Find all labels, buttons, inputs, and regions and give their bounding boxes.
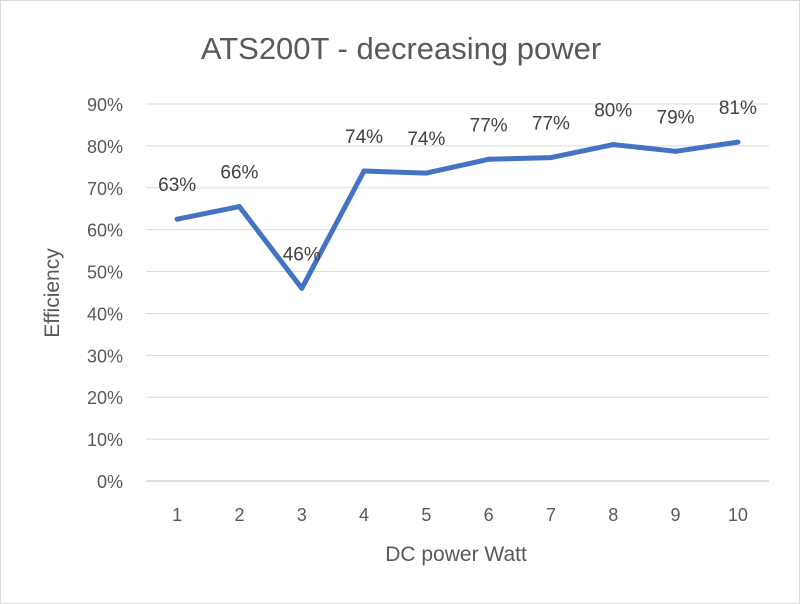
data-labels: 63% 66% 46% 74% 74% 77% 77% 80% 79% 81%: [158, 98, 757, 265]
x-tick-label: 2: [234, 505, 244, 525]
data-point: [610, 142, 616, 148]
data-point: [548, 155, 554, 161]
y-tick-label: 10%: [87, 430, 123, 450]
gridlines: [146, 103, 769, 482]
data-label: 80%: [594, 101, 632, 122]
data-point: [174, 216, 180, 222]
y-tick-label: 20%: [87, 388, 123, 408]
y-tick-label: 90%: [87, 95, 123, 115]
data-label: 79%: [657, 107, 695, 128]
chart-title: ATS200T - decreasing power: [201, 31, 601, 66]
x-tick-label: 3: [297, 505, 307, 525]
x-tick-label: 1: [172, 505, 182, 525]
x-tick-label: 9: [671, 505, 681, 525]
x-axis-ticks: 1 2 3 4 5 6 7 8 9 10: [172, 505, 748, 525]
y-tick-label: 40%: [87, 304, 123, 324]
x-tick-label: 6: [484, 505, 494, 525]
data-point: [673, 148, 679, 154]
data-point: [486, 156, 492, 162]
x-tick-label: 7: [546, 505, 556, 525]
data-label: 81%: [719, 98, 757, 119]
data-label: 74%: [407, 129, 445, 150]
y-tick-label: 0%: [97, 472, 123, 492]
data-point: [423, 170, 429, 176]
data-point: [299, 285, 305, 291]
data-point: [735, 139, 741, 145]
x-tick-label: 10: [728, 505, 748, 525]
y-axis-ticks: 0% 10% 20% 30% 40% 50% 60% 70% 80% 90%: [87, 95, 123, 492]
data-label: 63%: [158, 175, 196, 196]
y-tick-label: 30%: [87, 346, 123, 366]
data-point: [361, 168, 367, 174]
series-line: [174, 139, 741, 291]
data-label: 77%: [532, 114, 570, 135]
x-tick-label: 8: [608, 505, 618, 525]
y-tick-label: 80%: [87, 137, 123, 157]
data-label: 46%: [283, 244, 321, 265]
x-axis-title: DC power Watt: [385, 543, 527, 566]
y-tick-label: 70%: [87, 179, 123, 199]
data-point: [236, 204, 242, 210]
y-axis-title: Efficiency: [41, 248, 64, 338]
series-efficiency: [174, 139, 741, 291]
y-tick-label: 50%: [87, 263, 123, 283]
y-tick-label: 60%: [87, 221, 123, 241]
x-tick-label: 4: [359, 505, 369, 525]
data-label: 74%: [345, 127, 383, 148]
data-label: 77%: [470, 115, 508, 136]
data-label: 66%: [220, 163, 258, 184]
x-tick-label: 5: [421, 505, 431, 525]
